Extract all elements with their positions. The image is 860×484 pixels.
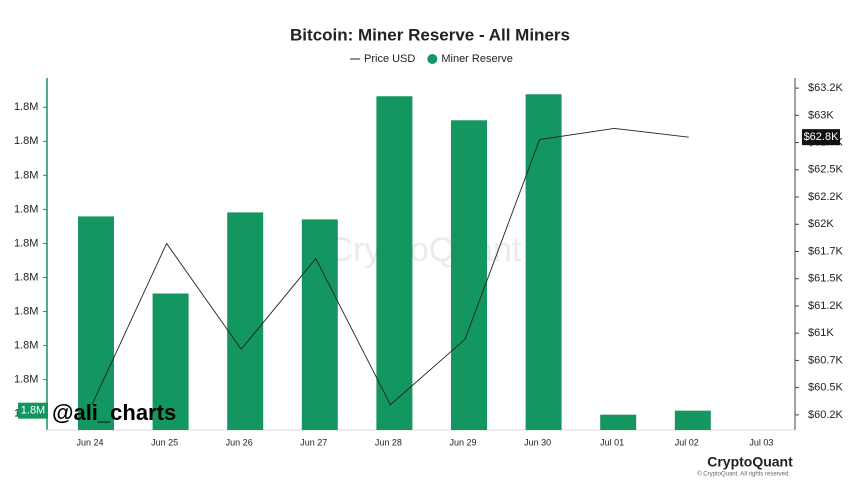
x-tick-label: Jun 27 — [300, 437, 327, 447]
y-tick-label: 1.8M — [14, 339, 38, 351]
bar — [376, 96, 413, 430]
bar — [451, 120, 487, 430]
x-tick-label: Jun 29 — [449, 437, 476, 447]
value-badge — [802, 129, 840, 146]
y2-tick-label: $62K — [808, 218, 834, 230]
bar — [600, 414, 637, 430]
bar — [301, 219, 338, 430]
x-tick-label: Jun 24 — [76, 437, 103, 447]
bar — [78, 216, 114, 430]
watermark: CryptoQuant — [329, 231, 522, 269]
brand: CryptoQuant — [707, 454, 793, 470]
bar — [525, 94, 562, 430]
y-tick-label: 1.8M — [14, 135, 38, 147]
y-tick-label: 1.8M — [14, 101, 38, 113]
legend-label: Price USD — [364, 53, 415, 65]
bar — [674, 410, 711, 430]
value-label: 1.8M — [21, 405, 45, 417]
overlay-text: @ali_charts — [52, 400, 176, 425]
value-badge — [18, 402, 48, 419]
price-line — [91, 127, 689, 406]
legend-swatch — [427, 54, 438, 64]
y2-tick-label: $62.5K — [808, 164, 844, 176]
y2-tick-label: $61.7K — [808, 245, 844, 257]
y2-tick-label: $61K — [808, 327, 834, 339]
y-tick-label: 1.8M — [14, 169, 38, 181]
y2-tick-label: $61.5K — [808, 273, 844, 285]
x-tick-label: Jun 28 — [375, 437, 402, 447]
x-tick-label: Jun 30 — [524, 437, 551, 447]
y2-tick-label: $63K — [808, 109, 834, 121]
y-tick-label: 1.8M — [14, 203, 38, 215]
y-tick-label: 1.8M — [14, 374, 38, 386]
y-tick-label: 1.8M — [14, 271, 38, 283]
x-tick-label: Jul 02 — [675, 437, 699, 447]
x-tick-label: Jul 03 — [749, 437, 773, 447]
y2-tick-label: $60.7K — [808, 354, 844, 366]
y-tick-label: 1.8M — [14, 237, 38, 249]
copyright: © CryptoQuant. All rights reserved. — [697, 471, 790, 478]
legend: Price USD Miner Reserve — [350, 53, 513, 65]
y2-tick-label: $60.5K — [808, 382, 844, 394]
y2-tick-label: $60.2K — [808, 409, 844, 421]
bar — [227, 212, 264, 430]
x-tick-label: Jun 26 — [226, 437, 253, 447]
chart-title: Bitcoin: Miner Reserve - All Miners — [290, 25, 570, 44]
y2-tick-label: $61.2K — [808, 300, 844, 312]
y2-tick-label: $63.2K — [808, 82, 844, 94]
y2-tick-label: $62.2K — [808, 191, 844, 203]
x-tick-label: Jun 25 — [151, 437, 178, 447]
value-label: $62.8K — [804, 131, 840, 143]
bar — [152, 293, 189, 430]
y-tick-label: 1.8M — [14, 305, 38, 317]
x-tick-label: Jul 01 — [600, 437, 624, 447]
legend-label: Miner Reserve — [441, 53, 513, 65]
